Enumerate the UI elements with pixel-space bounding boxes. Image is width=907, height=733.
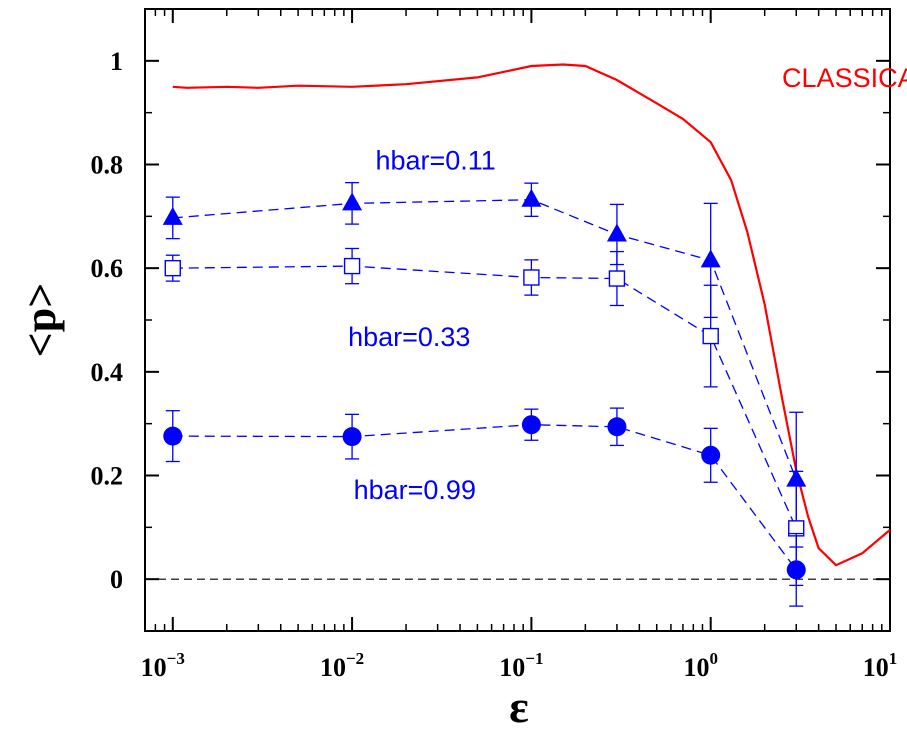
x-tick-base: 10 bbox=[683, 653, 709, 682]
series-line bbox=[172, 424, 797, 571]
x-tick-label: 10−1 bbox=[499, 649, 543, 682]
y-tick-label: 0.4 bbox=[91, 358, 124, 387]
data-point bbox=[342, 427, 362, 447]
series-line bbox=[172, 199, 797, 480]
data-point bbox=[607, 417, 627, 437]
annotation-layer: CLASSICAL hbar=0.11 hbar=0.33 hbar=0.99 bbox=[348, 63, 907, 505]
x-tick-exponent: −2 bbox=[346, 649, 364, 668]
series-annotation: CLASSICAL bbox=[782, 63, 907, 93]
data-point bbox=[701, 445, 721, 465]
y-tick-label: 0.8 bbox=[91, 151, 124, 180]
x-tick-base: 10 bbox=[141, 653, 167, 682]
series-line bbox=[172, 63, 891, 567]
plot-frame bbox=[144, 8, 891, 632]
x-tick-exponent: −1 bbox=[525, 649, 543, 668]
x-axis-label: ε bbox=[509, 681, 529, 728]
data-point bbox=[343, 257, 361, 275]
x-tick-exponent: 0 bbox=[709, 649, 718, 668]
x-tick-label: 10−2 bbox=[320, 649, 364, 682]
y-tick-label: 0 bbox=[110, 565, 123, 594]
y-tick-label: 1 bbox=[110, 47, 123, 76]
y-axis-label: <p> bbox=[16, 283, 65, 358]
data-point bbox=[163, 426, 183, 446]
x-tick-label: 100 bbox=[683, 649, 718, 682]
data-point bbox=[786, 560, 806, 580]
series-annotation: hbar=0.99 bbox=[354, 475, 476, 505]
data-point bbox=[700, 249, 721, 268]
series-line bbox=[172, 265, 797, 529]
y-tick-label: 0.6 bbox=[91, 254, 124, 283]
x-tick-label: 10−3 bbox=[141, 649, 185, 682]
x-tick-exponent: −3 bbox=[167, 649, 185, 668]
x-tick-exponent: 1 bbox=[889, 649, 898, 668]
series-annotation: hbar=0.33 bbox=[348, 322, 470, 352]
x-tick-label: 101 bbox=[863, 649, 898, 682]
y-tick-label: 0.2 bbox=[91, 462, 124, 491]
data-point bbox=[606, 223, 627, 242]
data-point bbox=[608, 270, 626, 287]
x-tick-base: 10 bbox=[863, 653, 889, 682]
data-point bbox=[523, 269, 540, 286]
data-point bbox=[521, 188, 542, 207]
data-point bbox=[164, 259, 181, 277]
data-point bbox=[521, 415, 541, 435]
x-tick-base: 10 bbox=[499, 653, 525, 682]
series-annotation: hbar=0.11 bbox=[375, 146, 495, 176]
data-point bbox=[162, 206, 183, 225]
series-layer bbox=[162, 63, 891, 607]
x-tick-base: 10 bbox=[320, 653, 346, 682]
data-point bbox=[342, 192, 363, 211]
data-point bbox=[702, 327, 719, 345]
